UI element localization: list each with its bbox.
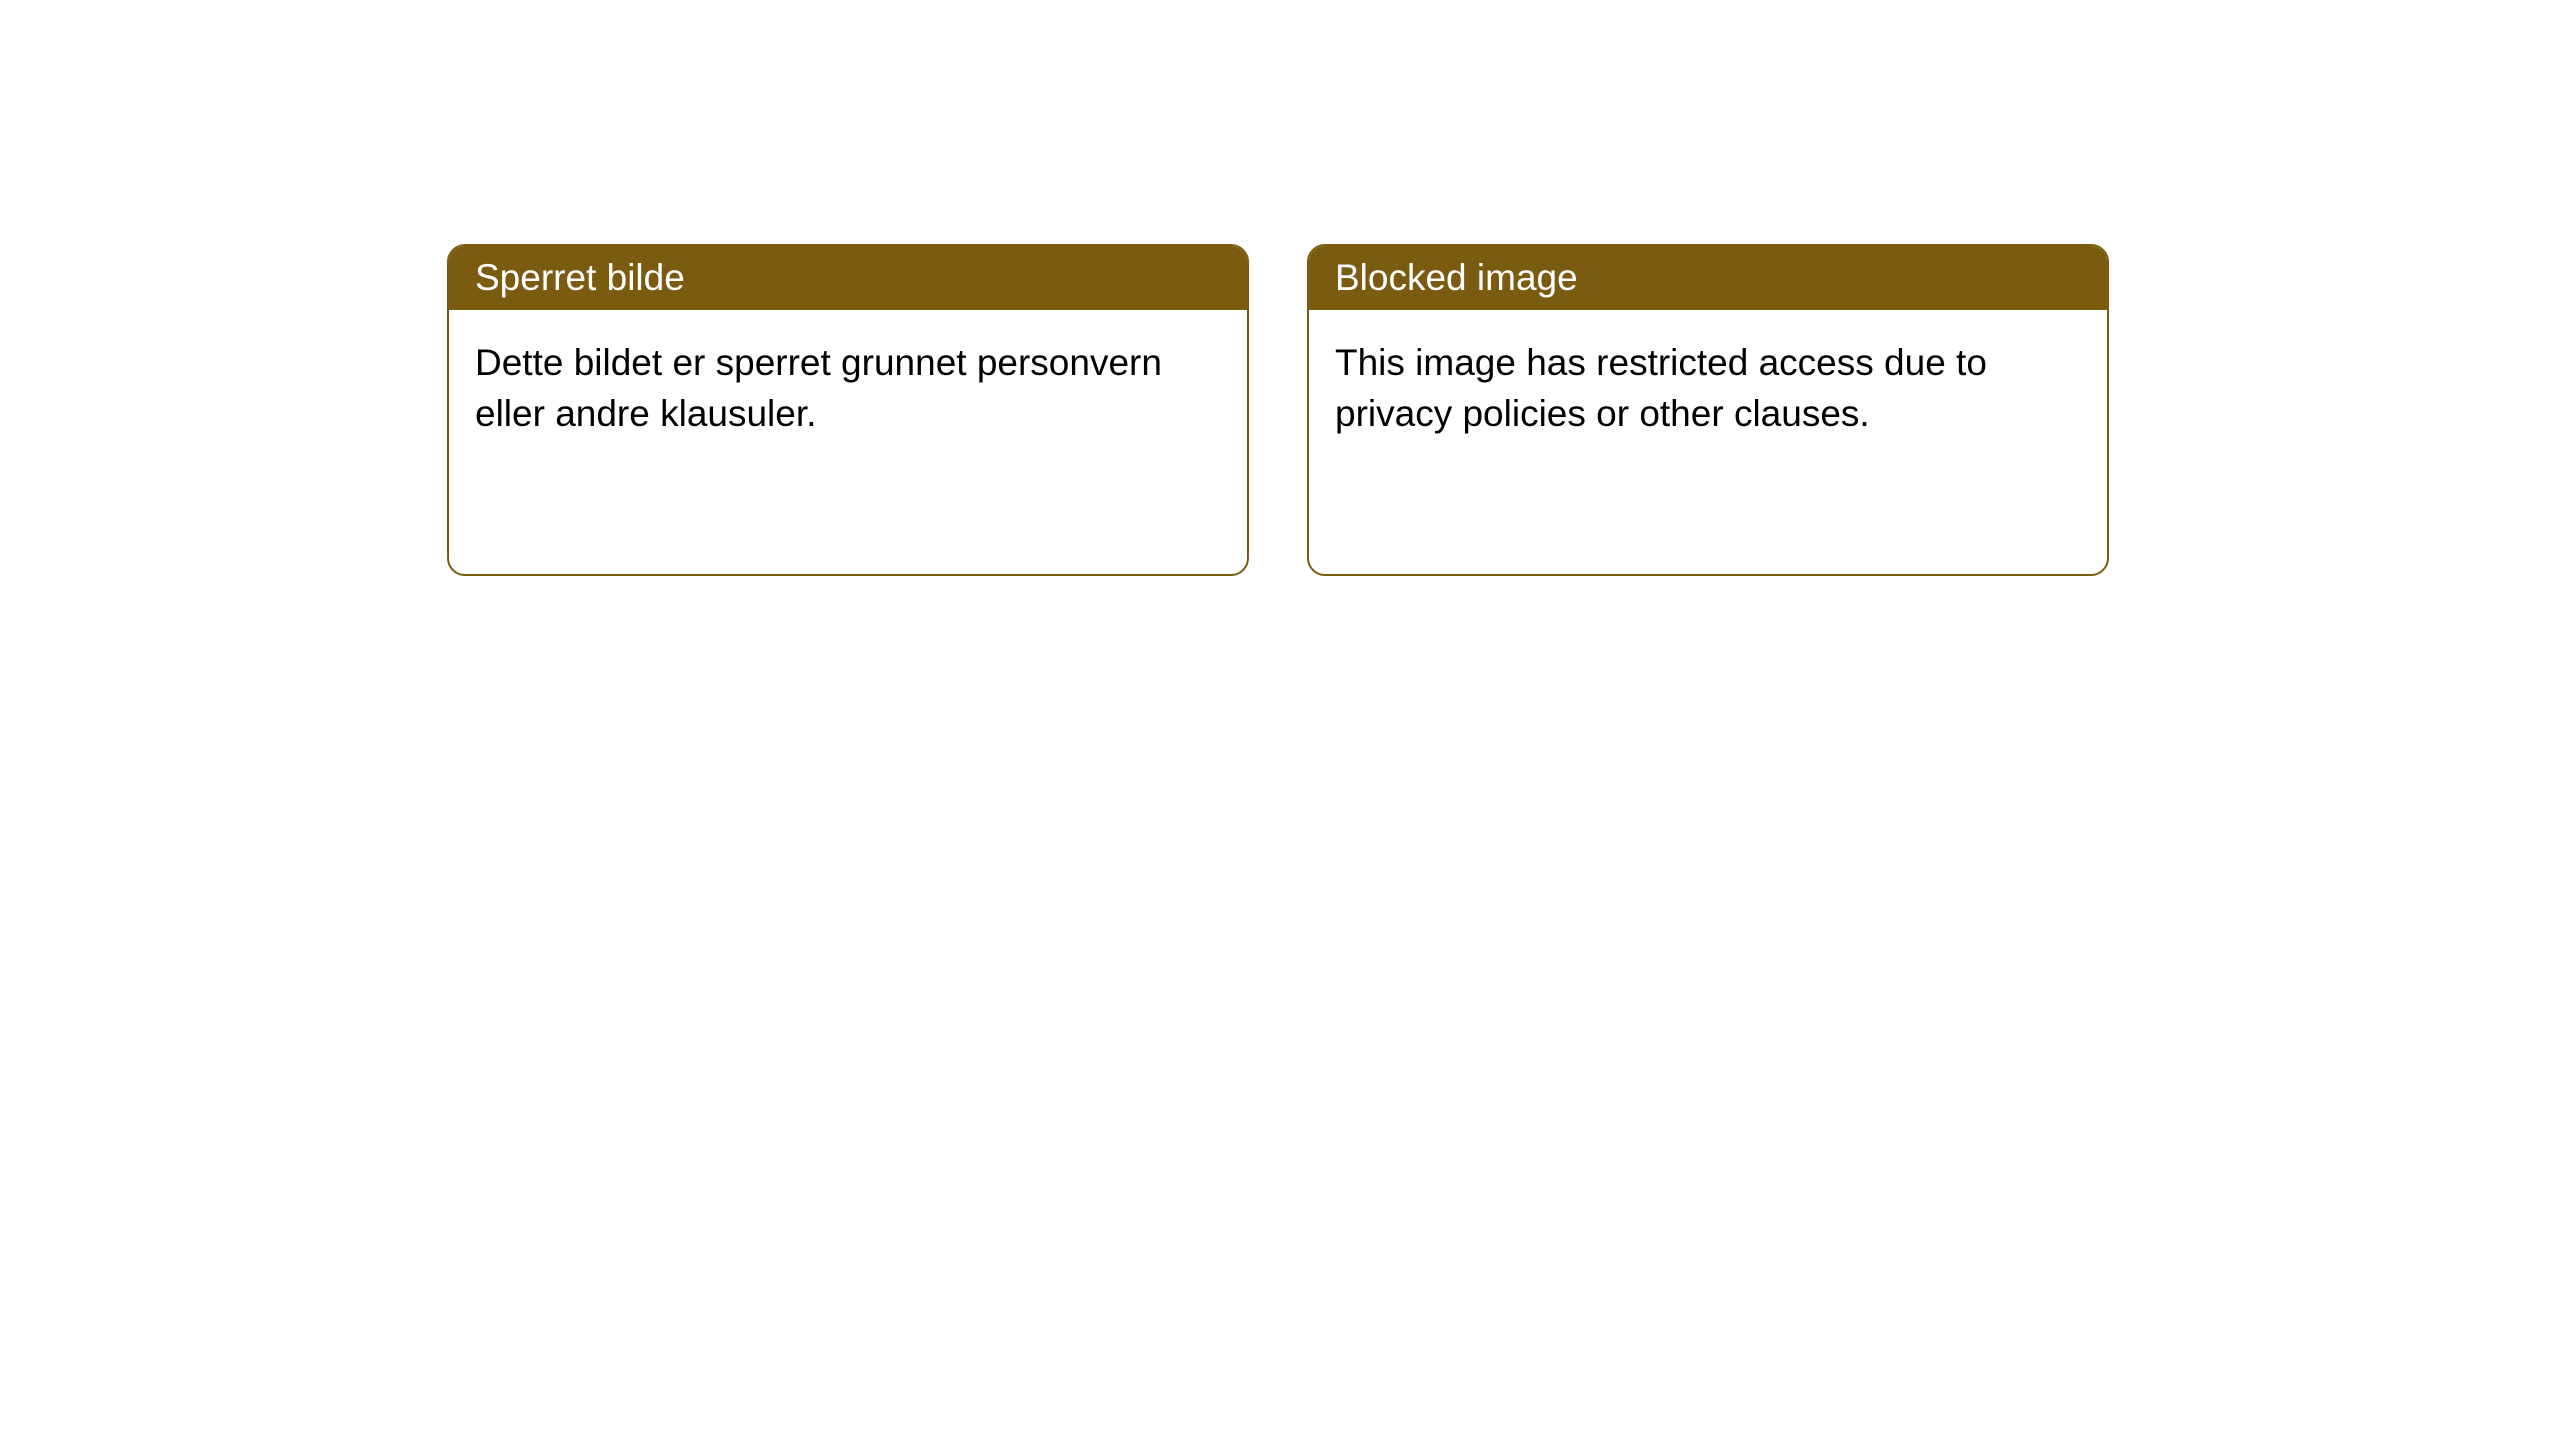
blocked-image-card-english: Blocked image This image has restricted … [1307,244,2109,576]
card-header-norwegian: Sperret bilde [449,246,1247,310]
card-title: Blocked image [1335,257,1578,298]
card-message: Dette bildet er sperret grunnet personve… [475,342,1162,434]
card-body-norwegian: Dette bildet er sperret grunnet personve… [449,310,1247,467]
card-title: Sperret bilde [475,257,685,298]
blocked-image-card-norwegian: Sperret bilde Dette bildet er sperret gr… [447,244,1249,576]
card-message: This image has restricted access due to … [1335,342,1987,434]
card-body-english: This image has restricted access due to … [1309,310,2107,467]
notice-container: Sperret bilde Dette bildet er sperret gr… [0,0,2560,576]
card-header-english: Blocked image [1309,246,2107,310]
